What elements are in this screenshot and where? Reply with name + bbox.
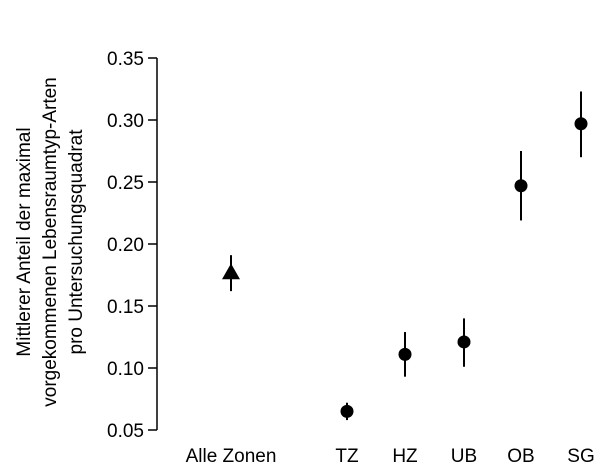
y-axis-title-line: vorgekommenen Lebensraumtyp-Arten — [40, 77, 61, 407]
y-axis-title-line: Mittlerer Anteil der maximal — [14, 127, 35, 356]
x-category-label: HZ — [392, 446, 418, 467]
x-axis-labels: Alle Zonen TZ HZ UB OB SG — [186, 446, 595, 467]
x-category-label: UB — [451, 446, 477, 467]
error-bars — [230, 91, 582, 421]
y-tick-label: 0.15 — [107, 297, 144, 318]
x-category-label: TZ — [335, 446, 359, 467]
y-tick-label: 0.10 — [107, 359, 144, 380]
data-point — [398, 347, 412, 361]
data-point — [514, 179, 528, 193]
data-point — [457, 335, 471, 349]
y-axis-title-line: pro Untersuchungsquadrat — [66, 129, 87, 355]
x-category-label: OB — [507, 446, 534, 467]
data-point — [340, 404, 354, 418]
y-axis-ticks: 0.05 0.10 0.15 0.20 0.25 0.30 0.35 — [107, 49, 157, 442]
y-tick-label: 0.20 — [107, 235, 144, 256]
data-markers — [222, 117, 588, 418]
y-tick-label: 0.05 — [107, 421, 144, 442]
x-category-label: SG — [567, 446, 594, 467]
data-point — [574, 117, 588, 131]
y-tick-label: 0.25 — [107, 173, 144, 194]
data-point-triangle — [222, 263, 240, 280]
x-category-label: Alle Zonen — [186, 446, 277, 467]
y-tick-label: 0.35 — [107, 49, 144, 70]
y-axis-title: Mittlerer Anteil der maximal vorgekommene… — [14, 77, 87, 407]
y-tick-label: 0.30 — [107, 111, 144, 132]
